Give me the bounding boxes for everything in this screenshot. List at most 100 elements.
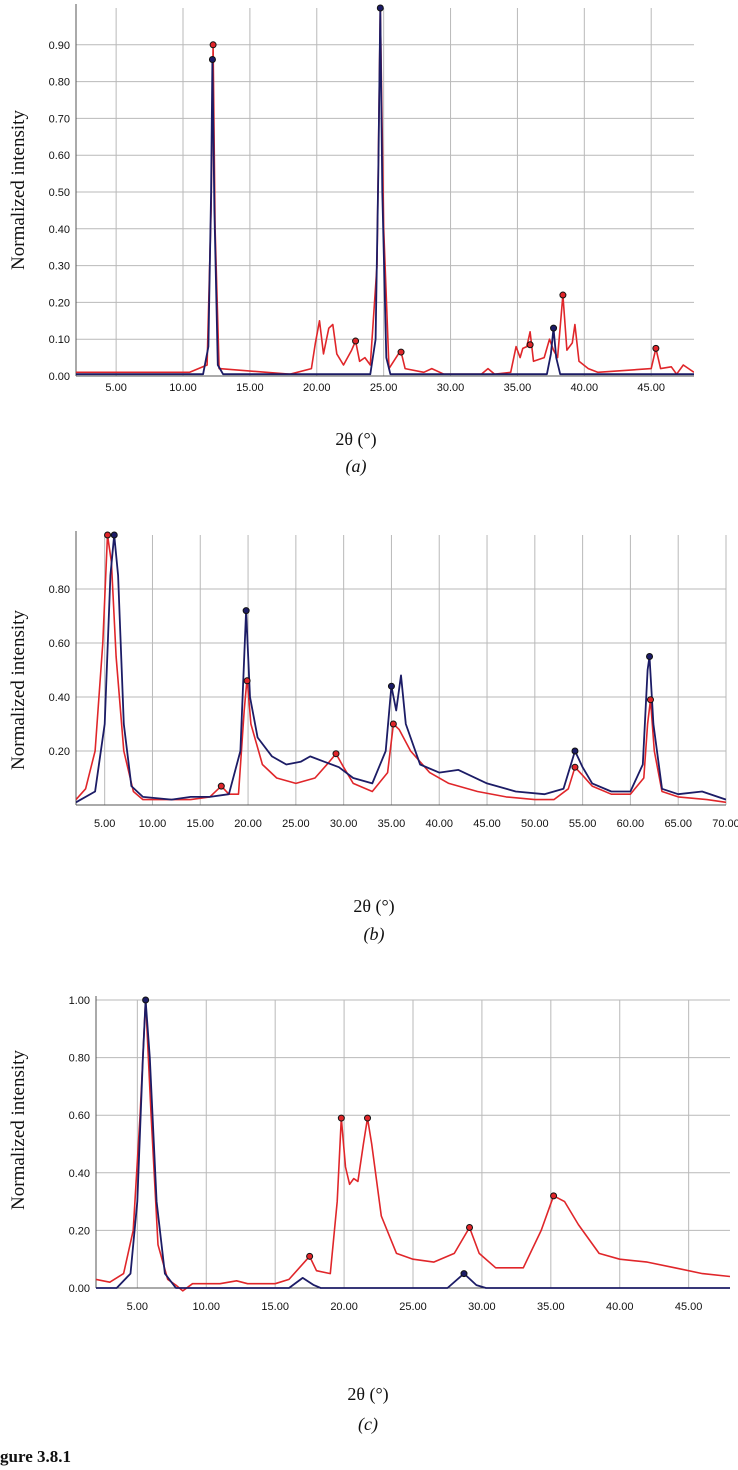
x-tick-label: 70.00	[712, 818, 738, 830]
y-tick-label: 0.80	[69, 1053, 90, 1065]
x-tick-label: 25.00	[370, 382, 398, 394]
y-tick-label: 0.80	[49, 584, 70, 596]
panel-label-c: (c)	[358, 1414, 378, 1435]
panel-label-a: (a)	[346, 456, 367, 477]
chart-panel-a: 5.00 10.00 15.00 20.00 25.00 30.00 35.00 40.00 4…	[8, 4, 694, 477]
x-tick-label: 15.00	[261, 1301, 289, 1313]
x-tick-label: 60.00	[617, 818, 645, 830]
peak-marker	[104, 531, 112, 539]
x-tick-label: 40.00	[606, 1301, 634, 1313]
x-tick-label: 15.00	[236, 382, 264, 394]
x-tick-label: 25.00	[399, 1301, 427, 1313]
x-tick-label: 5.00	[105, 382, 126, 394]
y-axis-label-c: Normalized intensity	[8, 1050, 29, 1210]
peak-marker	[571, 763, 579, 771]
panel-label-b: (b)	[364, 924, 385, 945]
x-tick-label: 40.00	[425, 818, 453, 830]
x-tick-label: 30.00	[437, 382, 465, 394]
peak-marker	[352, 337, 360, 345]
x-tick-label: 65.00	[664, 818, 692, 830]
plot-area-a: 5.00 10.00 15.00 20.00 25.00 30.00 35.00 40.00 4…	[49, 4, 694, 394]
series-line-red	[76, 534, 726, 804]
peak-marker	[460, 1270, 468, 1278]
peak-marker	[571, 747, 579, 755]
x-axis-label-b: 2θ (°)	[353, 896, 394, 917]
plot-area-c: 5.00 10.00 15.00 20.00 25.00 30.00 35.00 40.00 4…	[69, 995, 730, 1313]
peak-marker	[387, 682, 395, 690]
x-tick-label: 5.00	[127, 1301, 148, 1313]
y-tick-label: 0.20	[49, 746, 70, 758]
chart-panel-c: 5.00 10.00 15.00 20.00 25.00 30.00 35.00 40.00 4…	[8, 995, 730, 1435]
y-tick-label: 0.20	[49, 297, 70, 309]
x-tick-label: 25.00	[282, 818, 310, 830]
y-tick-label: 0.60	[49, 638, 70, 650]
y-tick-label: 0.40	[69, 1168, 90, 1180]
peak-marker	[332, 750, 340, 758]
x-tick-label: 10.00	[169, 382, 197, 394]
y-tick-label: 0.20	[69, 1225, 90, 1237]
y-tick-label: 0.60	[69, 1110, 90, 1122]
x-tick-label: 35.00	[378, 818, 406, 830]
peak-marker	[526, 341, 534, 349]
x-tick-label: 55.00	[569, 818, 597, 830]
y-tick-label: 0.70	[49, 113, 70, 125]
peak-marker	[389, 720, 397, 728]
series-line-red	[76, 7, 694, 375]
x-tick-label: 45.00	[675, 1301, 703, 1313]
peak-marker	[337, 1114, 345, 1122]
figure-caption: gure 3.8.1	[0, 1447, 71, 1466]
peak-marker	[364, 1114, 372, 1122]
x-axis-label-a: 2θ (°)	[335, 429, 376, 450]
peak-marker	[646, 653, 654, 660]
x-tick-label: 10.00	[192, 1301, 220, 1313]
x-tick-label: 50.00	[521, 818, 549, 830]
peak-marker	[243, 677, 251, 685]
y-tick-label: 0.00	[69, 1283, 90, 1295]
series-line-blue	[76, 534, 726, 804]
x-tick-label: 35.00	[504, 382, 532, 394]
peak-marker	[466, 1224, 474, 1232]
peak-marker	[142, 996, 150, 1004]
y-tick-label: 0.60	[49, 150, 70, 162]
peak-marker	[110, 531, 118, 539]
y-tick-label: 1.00	[69, 995, 90, 1007]
chart-panel-b: 5.00 10.00 15.00 20.00 25.00 30.00 35.00 40.00 4…	[8, 531, 738, 945]
peak-marker	[376, 4, 384, 12]
x-tick-label: 5.00	[94, 818, 115, 830]
y-axis-label-a: Normalized intensity	[8, 110, 29, 270]
plot-area-b: 5.00 10.00 15.00 20.00 25.00 30.00 35.00 40.00 4…	[49, 531, 738, 830]
x-tick-label: 20.00	[303, 382, 331, 394]
x-tick-label: 10.00	[139, 818, 167, 830]
peak-marker	[209, 41, 217, 49]
x-tick-label: 45.00	[637, 382, 665, 394]
x-tick-label: 20.00	[330, 1301, 358, 1313]
y-tick-label: 0.80	[49, 77, 70, 89]
peak-marker	[652, 344, 660, 352]
peak-marker	[397, 348, 405, 356]
y-tick-label: 0.30	[49, 261, 70, 273]
y-tick-label: 0.40	[49, 224, 70, 236]
y-tick-label: 0.50	[49, 187, 70, 199]
y-axis-label-b: Normalized intensity	[8, 610, 29, 770]
series-line-blue	[76, 7, 694, 376]
x-tick-label: 30.00	[468, 1301, 496, 1313]
peak-marker	[559, 291, 567, 299]
x-tick-label: 20.00	[234, 818, 262, 830]
peak-marker	[217, 782, 225, 790]
peak-marker	[208, 56, 216, 64]
peak-marker	[242, 607, 250, 615]
x-axis-label-c: 2θ (°)	[347, 1384, 388, 1405]
x-tick-label: 30.00	[330, 818, 358, 830]
peak-marker	[306, 1252, 314, 1260]
y-tick-label: 0.10	[49, 334, 70, 346]
peak-marker	[550, 1192, 558, 1200]
x-tick-label: 35.00	[537, 1301, 565, 1313]
x-tick-label: 45.00	[473, 818, 501, 830]
y-tick-label: 0.90	[49, 40, 70, 52]
x-tick-label: 15.00	[186, 818, 214, 830]
y-tick-label: 0.00	[49, 371, 70, 383]
peak-marker	[550, 324, 558, 332]
y-tick-label: 0.40	[49, 692, 70, 704]
x-tick-label: 40.00	[571, 382, 599, 394]
